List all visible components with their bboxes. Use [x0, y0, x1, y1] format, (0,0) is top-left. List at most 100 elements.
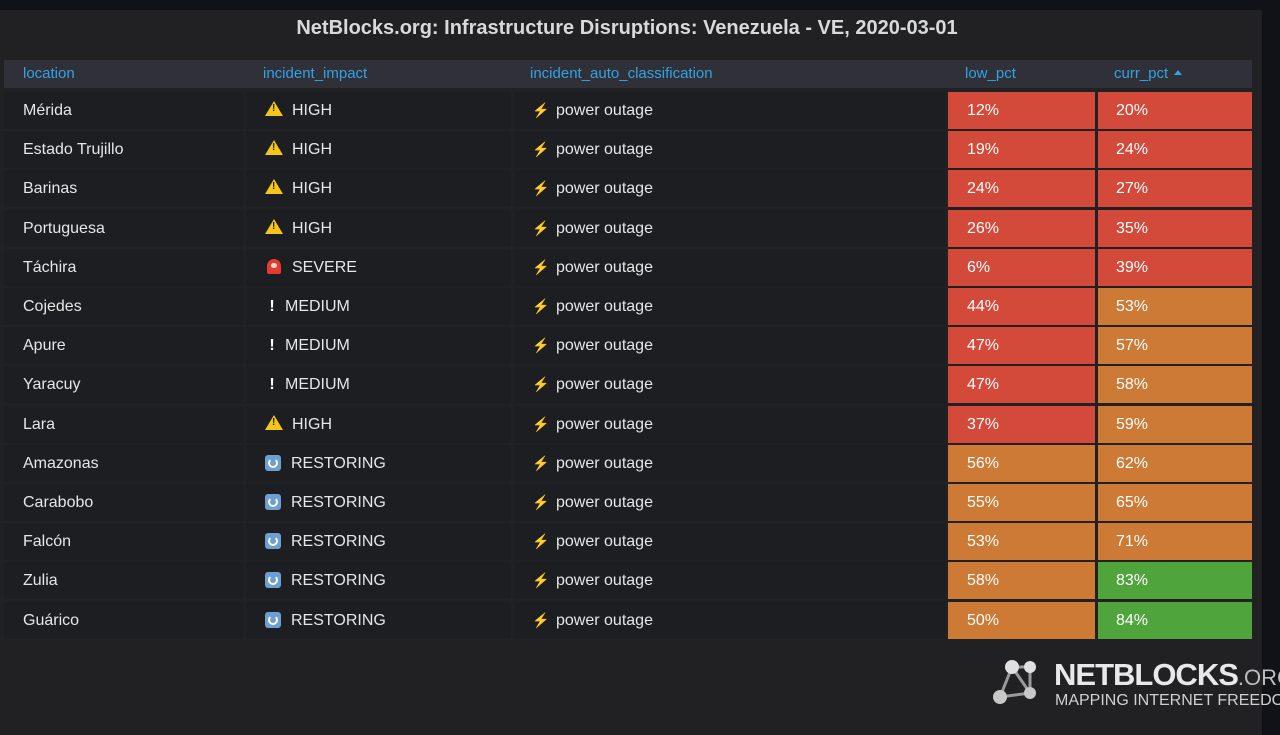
cell-incident-impact: ! MEDIUM — [246, 327, 511, 364]
cell-incident-impact: HIGH — [246, 170, 511, 207]
warning-icon — [265, 415, 283, 430]
table-row[interactable]: Portuguesa HIGH ⚡ power outage 26%35% — [0, 210, 1262, 247]
warning-icon — [265, 219, 283, 234]
table-row[interactable]: Guárico RESTORING ⚡ power outage 50% 84% — [0, 602, 1262, 639]
cell-incident-impact: ! MEDIUM — [246, 366, 511, 403]
table-row[interactable]: Zulia RESTORING ⚡ power outage 58% 83% — [0, 562, 1262, 599]
cell-location: Estado Trujillo — [4, 131, 243, 168]
classification-label: power outage — [556, 298, 653, 315]
cell-curr-pct: 62% — [1098, 445, 1252, 482]
cell-curr-pct: 35% — [1098, 210, 1252, 247]
column-header-incident-auto-classification[interactable]: incident_auto_classification — [530, 65, 713, 82]
table-row[interactable]: Apure! MEDIUM ⚡ power outage 47% 57% — [0, 327, 1262, 364]
cell-low-pct: 24% — [948, 170, 1095, 207]
classification-label: power outage — [556, 494, 653, 511]
classification-label: power outage — [556, 102, 653, 119]
lightning-icon: ⚡ — [532, 416, 550, 432]
warning-icon — [265, 140, 283, 155]
cell-incident-classification: ⚡ power outage — [514, 327, 945, 364]
classification-label: power outage — [556, 220, 653, 237]
panel-title[interactable]: NetBlocks.org: Infrastructure Disruption… — [296, 17, 958, 39]
cell-incident-impact: HIGH — [246, 210, 511, 247]
lightning-icon: ⚡ — [532, 376, 550, 392]
cell-incident-impact: RESTORING — [246, 602, 511, 639]
impact-label: HIGH — [292, 141, 332, 158]
lightning-icon: ⚡ — [532, 141, 550, 157]
cell-low-pct: 58% — [948, 562, 1095, 599]
lightning-icon: ⚡ — [532, 572, 550, 588]
cell-incident-impact: HIGH — [246, 406, 511, 443]
classification-label: power outage — [556, 533, 653, 550]
lightning-icon: ⚡ — [532, 533, 550, 549]
cell-low-pct: 19% — [948, 131, 1095, 168]
lightning-icon: ⚡ — [532, 337, 550, 353]
lightning-icon: ⚡ — [532, 220, 550, 236]
classification-label: power outage — [556, 572, 653, 589]
cell-curr-pct: 57% — [1098, 327, 1252, 364]
cell-curr-pct: 71% — [1098, 523, 1252, 560]
cell-incident-classification: ⚡ power outage — [514, 210, 945, 247]
column-header-low-pct[interactable]: low_pct — [965, 65, 1016, 82]
cell-low-pct: 47% — [948, 366, 1095, 403]
cell-incident-classification: ⚡ power outage — [514, 602, 945, 639]
table-row[interactable]: Amazonas RESTORING ⚡ power outage 56% 62% — [0, 445, 1262, 482]
cell-location: Zulia — [4, 562, 243, 599]
classification-label: power outage — [556, 416, 653, 433]
warning-icon — [265, 179, 283, 194]
cell-low-pct: 37% — [948, 406, 1095, 443]
restore-icon — [265, 455, 281, 471]
cell-incident-impact: RESTORING — [246, 523, 511, 560]
cell-location: Yaracuy — [4, 366, 243, 403]
impact-label: HIGH — [292, 416, 332, 433]
table-row[interactable]: Mérida HIGH ⚡ power outage 12%20% — [0, 92, 1262, 129]
cell-incident-classification: ⚡ power outage — [514, 366, 945, 403]
impact-label: HIGH — [292, 180, 332, 197]
restore-icon — [265, 533, 281, 549]
impact-label: RESTORING — [291, 455, 386, 472]
cell-curr-pct: 39% — [1098, 249, 1252, 286]
column-header-location[interactable]: location — [23, 65, 75, 82]
cell-incident-classification: ⚡ power outage — [514, 170, 945, 207]
cell-location: Guárico — [4, 602, 243, 639]
sort-ascending-icon — [1174, 70, 1183, 75]
lightning-icon: ⚡ — [532, 180, 550, 196]
cell-incident-impact: RESTORING — [246, 562, 511, 599]
impact-label: MEDIUM — [285, 298, 350, 315]
column-header-incident-impact[interactable]: incident_impact — [263, 65, 368, 82]
cell-location: Carabobo — [4, 484, 243, 521]
warning-icon — [265, 101, 283, 116]
cell-low-pct: 12% — [948, 92, 1095, 129]
cell-location: Amazonas — [4, 445, 243, 482]
lightning-icon: ⚡ — [532, 612, 550, 628]
cell-curr-pct: 53% — [1098, 288, 1252, 325]
cell-low-pct: 50% — [948, 602, 1095, 639]
table-row[interactable]: Táchira SEVERE ⚡ power outage 6% 39% — [0, 249, 1262, 286]
cell-incident-classification: ⚡ power outage — [514, 288, 945, 325]
cell-incident-classification: ⚡ power outage — [514, 92, 945, 129]
column-header-curr-pct[interactable]: curr_pct — [1114, 65, 1183, 82]
table-row[interactable]: Estado Trujillo HIGH ⚡ power outage 19%24% — [0, 131, 1262, 168]
cell-location: Barinas — [4, 170, 243, 207]
table-row[interactable]: Yaracuy! MEDIUM ⚡ power outage 47% 58% — [0, 366, 1262, 403]
cell-location: Lara — [4, 406, 243, 443]
table-row[interactable]: Lara HIGH ⚡ power outage 37%59% — [0, 406, 1262, 443]
table-row[interactable]: Barinas HIGH ⚡ power outage 24%27% — [0, 170, 1262, 207]
cell-incident-impact: ! MEDIUM — [246, 288, 511, 325]
classification-label: power outage — [556, 259, 653, 276]
table-row[interactable]: Cojedes! MEDIUM ⚡ power outage 44% 53% — [0, 288, 1262, 325]
classification-label: power outage — [556, 141, 653, 158]
cell-curr-pct: 27% — [1098, 170, 1252, 207]
column-header-curr-pct-label: curr_pct — [1114, 65, 1169, 82]
cell-curr-pct: 83% — [1098, 562, 1252, 599]
logo-name: NETBLOCKS — [1054, 657, 1239, 692]
cell-low-pct: 26% — [948, 210, 1095, 247]
impact-label: HIGH — [292, 102, 332, 119]
table-row[interactable]: Falcón RESTORING ⚡ power outage 53% 71% — [0, 523, 1262, 560]
impact-label: MEDIUM — [285, 376, 350, 393]
table-row[interactable]: Carabobo RESTORING ⚡ power outage 55% 65% — [0, 484, 1262, 521]
lightning-icon: ⚡ — [532, 102, 550, 118]
classification-label: power outage — [556, 376, 653, 393]
lightning-icon: ⚡ — [532, 455, 550, 471]
cell-location: Mérida — [4, 92, 243, 129]
impact-label: RESTORING — [291, 572, 386, 589]
